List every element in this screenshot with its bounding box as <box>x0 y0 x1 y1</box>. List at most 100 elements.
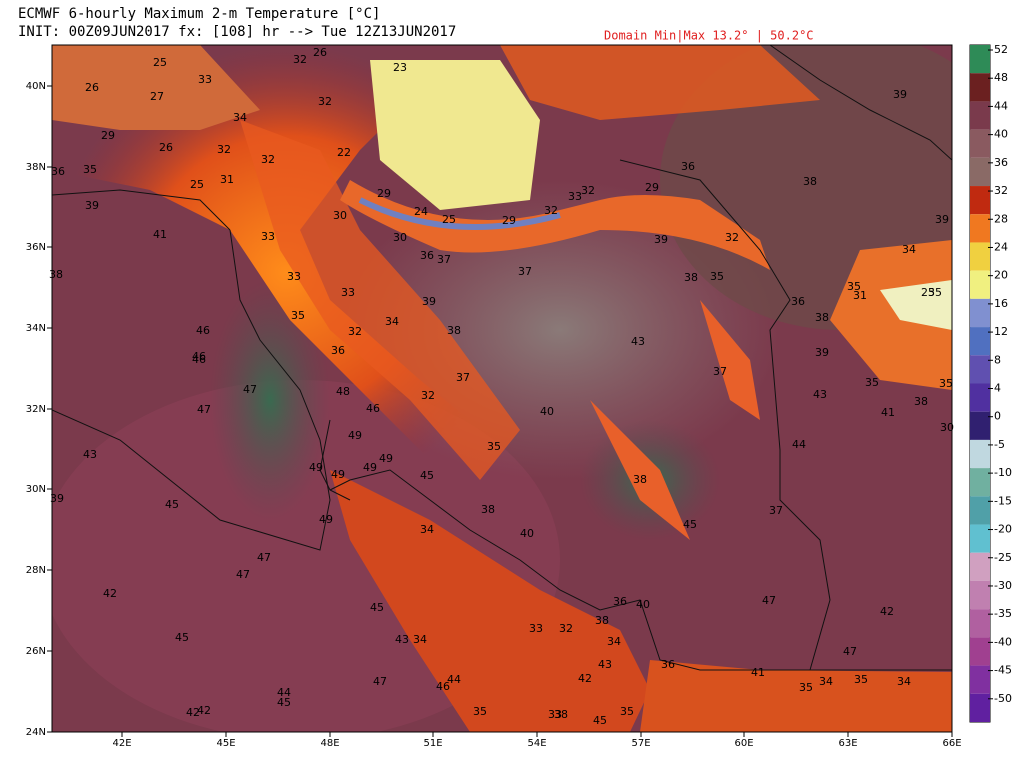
map-value-label: 31 <box>853 289 867 302</box>
lon-label: 57E <box>631 738 650 749</box>
colorbar-swatch <box>970 327 990 356</box>
map-value-label: 49 <box>363 461 377 474</box>
map-value-label: 31 <box>220 173 234 186</box>
map-value-label: 34 <box>233 111 247 124</box>
map-value-label: 36 <box>613 595 627 608</box>
map-value-label: 44 <box>447 673 461 686</box>
map-value-label: 30 <box>393 231 407 244</box>
map-value-label: 39 <box>50 492 64 505</box>
map-value-label: 49 <box>348 429 362 442</box>
map-value-label: 29 <box>101 129 115 142</box>
map-value-label: 32 <box>559 622 573 635</box>
map-value-label: 22 <box>337 146 351 159</box>
map-value-label: 33 <box>261 230 275 243</box>
colorbar-tick-label: -25 <box>994 551 1012 564</box>
map-value-label: 34 <box>385 315 399 328</box>
colorbar-swatch <box>970 45 990 74</box>
map-value-label: 45 <box>593 714 607 727</box>
map-value-label: 41 <box>881 406 895 419</box>
map-value-label: 38 <box>914 395 928 408</box>
map-value-label: 47 <box>762 594 776 607</box>
map-value-label: 29 <box>502 214 516 227</box>
map-value-label: 46 <box>192 350 206 363</box>
map-value-label: 32 <box>217 143 231 156</box>
map-value-label: 33 <box>198 73 212 86</box>
map-value-label: 47 <box>236 568 250 581</box>
map-value-label: 26 <box>159 141 173 154</box>
colorbar-swatch <box>970 157 990 187</box>
lat-label: 26N <box>26 646 46 657</box>
map-value-label: 49 <box>379 452 393 465</box>
map-value-label: 44 <box>792 438 806 451</box>
map-value-label: 47 <box>257 551 271 564</box>
map-background <box>52 45 952 732</box>
map-labels: 25 26 32 23 33 26 27 39 32 34 29 26 32 22 36 35 32 31 36 38… <box>49 46 954 727</box>
map-value-label: 32 <box>348 325 362 338</box>
colorbar-tick-label: 4 <box>994 382 1001 395</box>
colorbar-swatch <box>970 129 990 158</box>
init-line: INIT: 00Z09JUN2017 fx: [108] hr --> Tue … <box>18 24 456 40</box>
lat-label: 28N <box>26 565 46 576</box>
colorbar-tick-label: -20 <box>994 523 1012 536</box>
map-value-label: 33 <box>341 286 355 299</box>
colorbar-swatch <box>970 693 990 722</box>
colorbar-tick-label: 36 <box>994 156 1008 169</box>
map-value-label: 32 <box>261 153 275 166</box>
lon-label: 54E <box>527 738 546 749</box>
map-value-label: 33 <box>548 708 562 721</box>
colorbar-tick-label: 20 <box>994 269 1008 282</box>
colorbar-swatch <box>970 609 990 638</box>
map-value-label: 43 <box>83 448 97 461</box>
map-value-label: 47 <box>243 383 257 396</box>
map-value-label: 37 <box>456 371 470 384</box>
colorbar-tick-label: 16 <box>994 297 1008 310</box>
map-value-label: 35 <box>487 440 501 453</box>
map-value-label: 35 <box>939 377 953 390</box>
colorbar-tick-label: 32 <box>994 184 1008 197</box>
map-value-label: 44 <box>277 686 291 699</box>
map-value-label: 32 <box>293 53 307 66</box>
map-value-label: 27 <box>150 90 164 103</box>
colorbar-tick-label: 24 <box>994 240 1008 253</box>
colorbar-tick-label: 12 <box>994 325 1008 338</box>
colorbar-swatch <box>970 439 990 469</box>
map-value-label: 38 <box>815 311 829 324</box>
map-value-label: 29 <box>377 187 391 200</box>
map-value-label: 37 <box>518 265 532 278</box>
map-value-label: 35 <box>83 163 97 176</box>
map-value-label: 36 <box>661 658 675 671</box>
map-value-label: 45 <box>277 696 291 709</box>
map-value-label: 37 <box>769 504 783 517</box>
colorbar-swatch <box>970 355 990 384</box>
colorbar-swatch <box>970 73 990 102</box>
lat-label: 34N <box>26 323 46 334</box>
map-value-label: 35 <box>473 705 487 718</box>
map-value-label: 35 <box>799 681 813 694</box>
map-value-label: 47 <box>197 403 211 416</box>
map-value-label: 38 <box>49 268 63 281</box>
map-value-label: 39 <box>893 88 907 101</box>
map-value-label: 40 <box>636 598 650 611</box>
map-value-label: 47 <box>843 645 857 658</box>
map-value-label: 39 <box>935 213 949 226</box>
map-value-label: 39 <box>85 199 99 212</box>
map-value-label: 43 <box>631 335 645 348</box>
colorbar-tick-label: 28 <box>994 212 1008 225</box>
map-value-label: 36 <box>681 160 695 173</box>
borders <box>52 45 952 671</box>
map-value-label: 45 <box>420 469 434 482</box>
colorbar-swatch <box>970 637 990 666</box>
map-value-label: 35 <box>847 280 861 293</box>
colorbar-swatch <box>970 524 990 553</box>
map-value-label: 49 <box>331 468 345 481</box>
lon-label: 51E <box>423 738 442 749</box>
title: ECMWF 6-hourly Maximum 2-m Temperature [… <box>18 6 380 22</box>
map-value-label: 49 <box>309 461 323 474</box>
map-value-label: 46 <box>366 402 380 415</box>
map-value-label: 32 <box>544 204 558 217</box>
map-value-label: 32 <box>581 184 595 197</box>
map-value-label: 34 <box>607 635 621 648</box>
map-value-label: 38 <box>447 324 461 337</box>
map-value-label: 35 <box>620 705 634 718</box>
map-value-label: 42 <box>880 605 894 618</box>
